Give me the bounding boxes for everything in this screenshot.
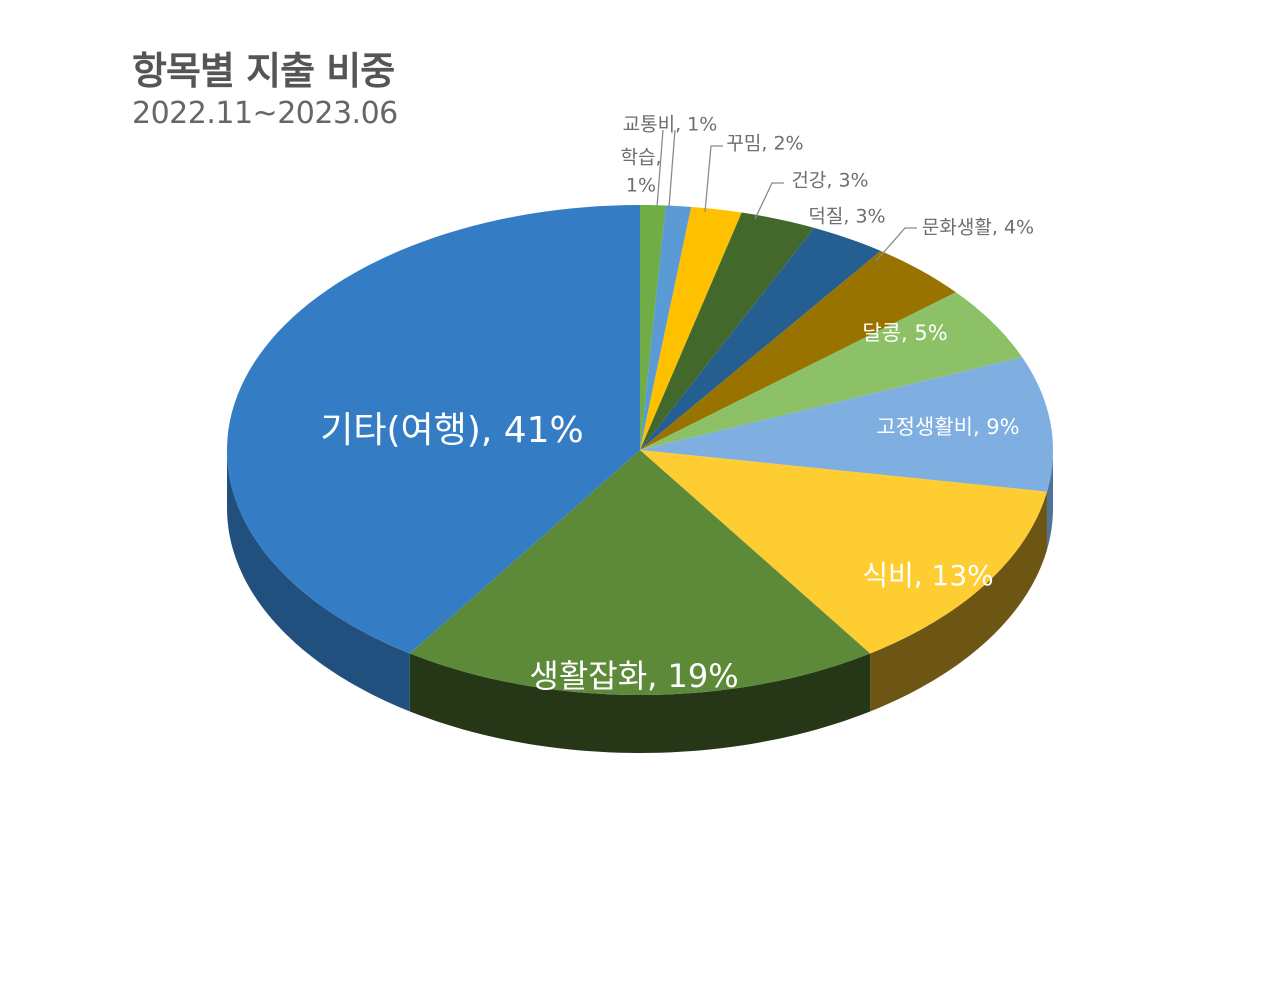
pie-side-식비 xyxy=(870,491,1047,712)
leader-line-건강 xyxy=(754,182,784,220)
pie-side-기타(여행) xyxy=(227,450,410,712)
data-label-학습: 학습, xyxy=(621,147,662,169)
data-label-문화생활: 문화생활, 4% xyxy=(922,217,1034,239)
chart-title: 항목별 지출 비중 xyxy=(132,49,395,93)
pie-slice-생활잡화 xyxy=(409,450,871,695)
data-label-교통비: 교통비, 1% xyxy=(623,114,718,136)
pie-slice-문화생활 xyxy=(640,250,956,450)
data-label-생활잡화: 생활잡화, 19% xyxy=(529,657,738,695)
chart-subtitle: 2022.11~2023.06 xyxy=(132,96,398,131)
leader-line-꾸밈 xyxy=(704,145,723,213)
pie-slice-기타(여행) xyxy=(227,205,641,654)
pie-slice-식비 xyxy=(640,450,1047,654)
pie-slice-고정생활비 xyxy=(640,357,1053,492)
pie-slice-교통비 xyxy=(640,205,692,450)
leader-line-학습 xyxy=(656,129,664,208)
data-label-꾸밈: 꾸밈, 2% xyxy=(726,133,803,155)
pie-slice-건강 xyxy=(640,212,815,450)
pie-side-생활잡화 xyxy=(409,653,871,753)
pie-slice-달콩 xyxy=(640,292,1023,450)
data-label-고정생활비: 고정생활비, 9% xyxy=(876,415,1019,439)
data-label-달콩: 달콩, 5% xyxy=(862,321,947,345)
pie-side-고정생활비 xyxy=(1046,450,1053,550)
pie-slice-덕질 xyxy=(640,227,881,450)
data-label-식비: 식비, 13% xyxy=(862,559,994,592)
leader-line-교통비 xyxy=(668,129,676,208)
pie-slice-꾸밈 xyxy=(640,206,742,450)
data-label-덕질: 덕질, 3% xyxy=(808,206,885,228)
data-value-학습: 1% xyxy=(626,175,656,197)
leader-line-문화생활 xyxy=(875,227,917,262)
pie-slice-학습 xyxy=(640,205,666,450)
data-label-건강: 건강, 3% xyxy=(791,170,868,192)
data-label-기타(여행): 기타(여행), 41% xyxy=(320,410,583,451)
